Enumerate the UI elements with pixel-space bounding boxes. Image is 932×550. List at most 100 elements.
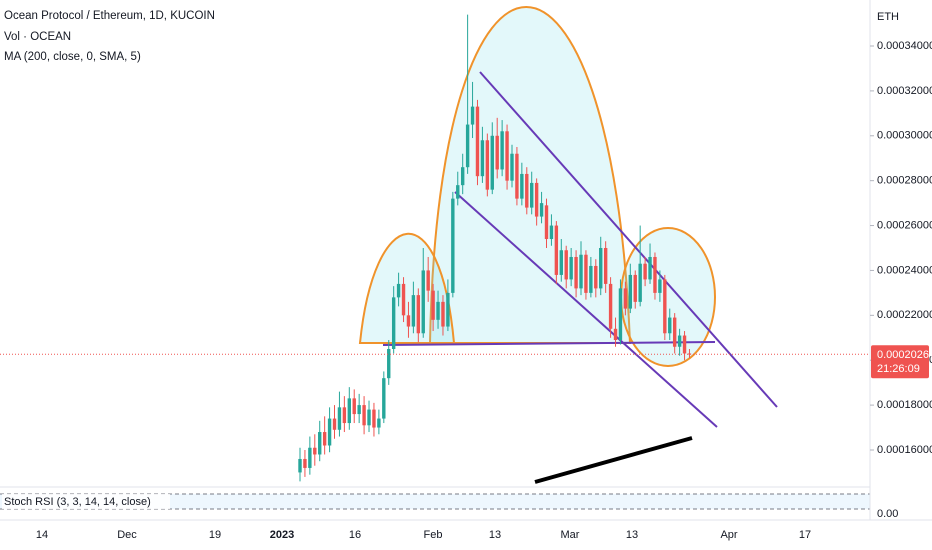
candles <box>298 14 692 482</box>
x-tick-label: 14 <box>36 529 48 541</box>
x-tick-label: Mar <box>561 529 580 541</box>
x-tick-label: 19 <box>209 529 221 541</box>
x-tick-label: Apr <box>720 529 737 541</box>
candle-body <box>495 135 499 170</box>
candle-body <box>672 317 677 347</box>
candle-body <box>648 256 652 280</box>
candle-body <box>347 398 351 424</box>
candle-body <box>460 167 465 186</box>
candle-body <box>549 225 554 240</box>
candle-body <box>490 135 494 190</box>
candle-body <box>663 279 667 334</box>
candle-body <box>451 198 455 293</box>
x-tick-label: 13 <box>489 529 501 541</box>
stoch-title: Stoch RSI (3, 3, 14, 14, close) <box>4 496 151 508</box>
candle-body <box>682 335 687 354</box>
candle-body <box>638 263 642 302</box>
candle-body <box>559 250 563 275</box>
candle-body <box>342 407 347 424</box>
y-tick-label: 0.00024000 <box>877 264 932 276</box>
candle-body <box>623 288 628 309</box>
candle-body <box>485 140 490 190</box>
candle-body <box>313 447 317 455</box>
stoch-label-bg <box>2 494 170 509</box>
volume-label: Vol · OCEAN <box>4 31 71 43</box>
candle-body <box>377 418 381 428</box>
candle-body <box>465 124 470 168</box>
candle-body <box>396 283 401 298</box>
candle-body <box>406 315 411 327</box>
candle-body <box>357 405 361 415</box>
candle-body <box>387 348 391 379</box>
candle-body <box>613 328 618 341</box>
candle-body <box>475 106 480 177</box>
x-tick-label: 2023 <box>270 529 294 541</box>
price-tag-value: 0.00020264 <box>877 349 932 361</box>
candle-body <box>352 398 356 415</box>
candle-body <box>318 432 322 455</box>
stoch-scale: 0.00 <box>877 508 898 520</box>
candle-body <box>569 256 573 280</box>
price-tag <box>871 345 929 379</box>
candle-body <box>500 131 504 170</box>
candle-body <box>618 288 623 341</box>
candle-body <box>362 405 366 426</box>
candle-body <box>308 447 312 468</box>
candle-body <box>603 247 608 284</box>
candle-body <box>544 205 549 240</box>
candle-body <box>579 254 583 289</box>
y-tick-label: 0.00022000 <box>877 309 932 321</box>
candle-body <box>372 409 376 428</box>
y-tick-label: 0.00016000 <box>877 444 932 456</box>
candle-body <box>411 295 416 327</box>
candle-body <box>426 270 430 291</box>
candle-body <box>530 182 534 208</box>
channel-upper <box>479 71 778 408</box>
candle-body <box>515 153 519 199</box>
candle-body <box>599 247 603 289</box>
candle-body <box>687 353 692 355</box>
candle-body <box>391 297 396 349</box>
candle-body <box>574 256 578 289</box>
candle-body <box>327 418 332 446</box>
candle-body <box>401 283 406 316</box>
y-tick-label: 0.00034000 <box>877 40 932 52</box>
candle-body <box>337 407 342 430</box>
x-tick-label: Dec <box>117 529 137 541</box>
trend-line <box>534 436 693 484</box>
x-tick-label: 17 <box>799 529 811 541</box>
stoch-band <box>0 494 870 509</box>
price-tag-countdown: 21:26:09 <box>877 363 920 375</box>
candle-body <box>510 153 514 181</box>
candle-body <box>534 182 539 217</box>
candle-body <box>470 106 475 125</box>
candle-body <box>446 292 450 327</box>
candle-body <box>367 409 371 426</box>
candle-body <box>456 185 460 199</box>
candle-body <box>584 254 588 293</box>
candle-body <box>677 335 682 347</box>
candle-body <box>520 173 524 199</box>
x-tick-label: 13 <box>626 529 638 541</box>
currency: ETH <box>877 11 899 23</box>
y-tick-label: 0.00030000 <box>877 130 932 142</box>
candle-body <box>416 295 421 334</box>
candle-body <box>332 418 337 430</box>
y-tick-label: 0.00018000 <box>877 399 932 411</box>
candle-body <box>668 317 672 334</box>
candle-body <box>554 225 559 275</box>
candle-body <box>480 140 485 177</box>
candle-body <box>658 279 662 293</box>
candle-body <box>525 173 529 208</box>
candle-body <box>594 265 598 289</box>
candle-body <box>628 274 633 309</box>
candle-body <box>322 432 327 446</box>
candle-body <box>441 301 445 327</box>
candle-body <box>505 131 509 181</box>
candle-body <box>303 458 307 468</box>
candle-body <box>633 274 637 302</box>
candle-body <box>539 203 544 217</box>
